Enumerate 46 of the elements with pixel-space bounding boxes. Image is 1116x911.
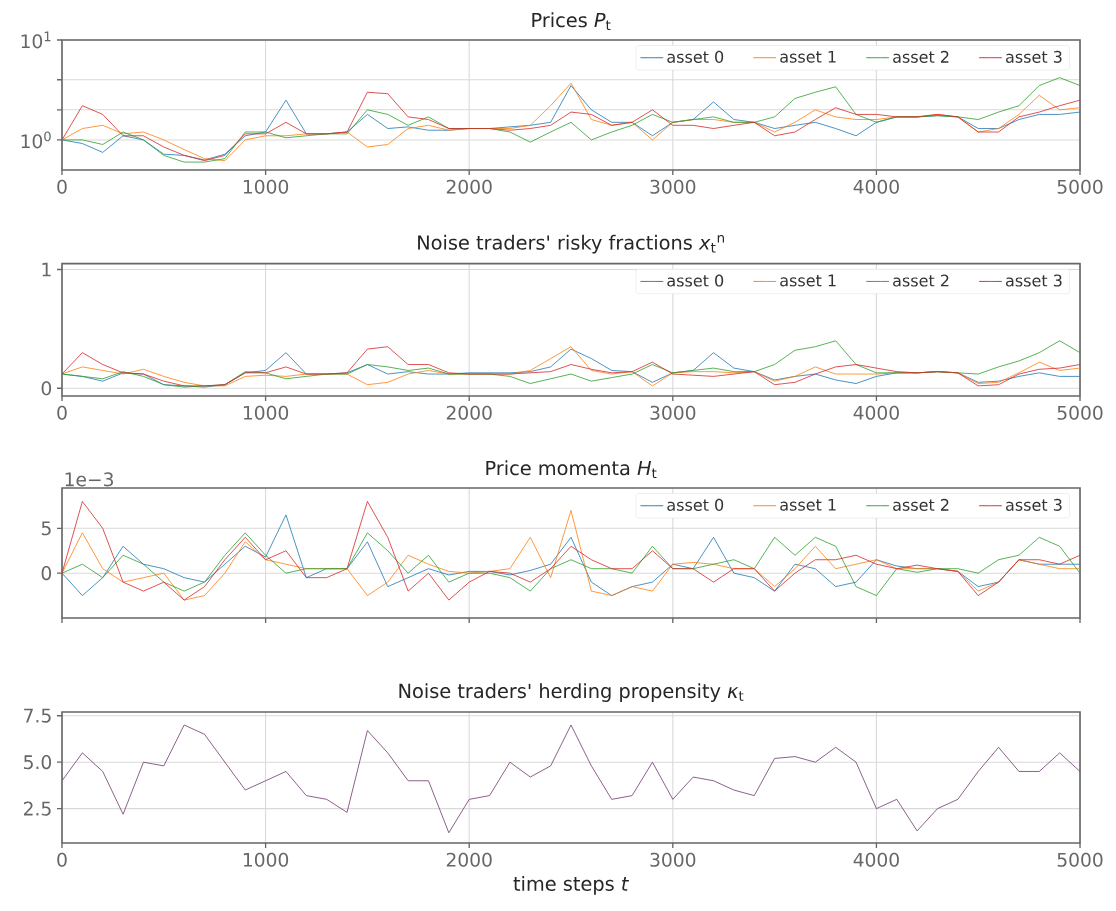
chart-title: Noise traders' risky fractions x$_{t}$n — [418, 234, 724, 254]
x-tick-label: 3000 — [650, 179, 696, 194]
x-tick-label: 4000 — [853, 405, 899, 420]
y-tick-label: 10$^{0}$ — [21, 131, 51, 149]
x-tick-label: 5000 — [1057, 405, 1103, 420]
legend-label: asset 2 — [893, 274, 949, 287]
x-tick-label: 4000 — [853, 179, 899, 194]
x-tick-label: 0 — [57, 179, 67, 194]
y-tick-label: 0 — [41, 381, 52, 396]
chart-title: Price momenta H$_{t}$ — [486, 460, 657, 478]
x-tick-label: 5000 — [1057, 852, 1103, 867]
chart-title: Prices P$_{t}$ — [532, 12, 611, 30]
x-tick-label: 3000 — [650, 852, 696, 867]
legend-label: asset 3 — [1006, 498, 1062, 511]
x-tick-label: 2000 — [446, 405, 492, 420]
text: 1e−3 — [65, 472, 113, 487]
y-tick-label: 1 — [42, 262, 51, 277]
x-tick-label: 0 — [57, 852, 67, 867]
y-tick-label: 7.5 — [24, 708, 51, 723]
y-tick-label: 0 — [41, 566, 52, 581]
y-tick-label: 5.0 — [24, 755, 52, 770]
x-tick-label: 3000 — [650, 405, 696, 420]
x-tick-label: 0 — [57, 405, 67, 420]
legend-label: asset 1 — [780, 498, 836, 511]
x-tick-label: 5000 — [1057, 179, 1103, 194]
y-tick-label: 2.5 — [23, 801, 51, 816]
legend-label: asset 0 — [667, 50, 724, 63]
legend-label: asset 0 — [667, 498, 724, 511]
legend-label: asset 2 — [893, 50, 949, 63]
x-tick-label: 2000 — [446, 852, 492, 867]
line-series — [62, 724, 1081, 834]
x-tick-label: 1000 — [243, 405, 289, 420]
legend-label: asset 3 — [1006, 274, 1062, 287]
y-tick-label: 5 — [41, 521, 51, 536]
legend-label: asset 2 — [893, 498, 949, 511]
x-tick-label: 2000 — [446, 179, 492, 194]
x-tick-label: 1000 — [243, 852, 289, 867]
y-tick-label: 10$^{1}$ — [21, 31, 51, 49]
x-tick-label: 1000 — [243, 179, 289, 194]
legend-label: asset 1 — [780, 50, 836, 63]
chart-title: Noise traders' herding propensity κ$_{t}$ — [399, 683, 744, 702]
legend-label: asset 1 — [780, 274, 836, 287]
x-tick-label: 4000 — [853, 852, 899, 867]
legend-label: asset 0 — [667, 274, 724, 287]
legend-label: asset 3 — [1006, 50, 1062, 63]
x-axis-title: time steps t — [513, 875, 630, 895]
